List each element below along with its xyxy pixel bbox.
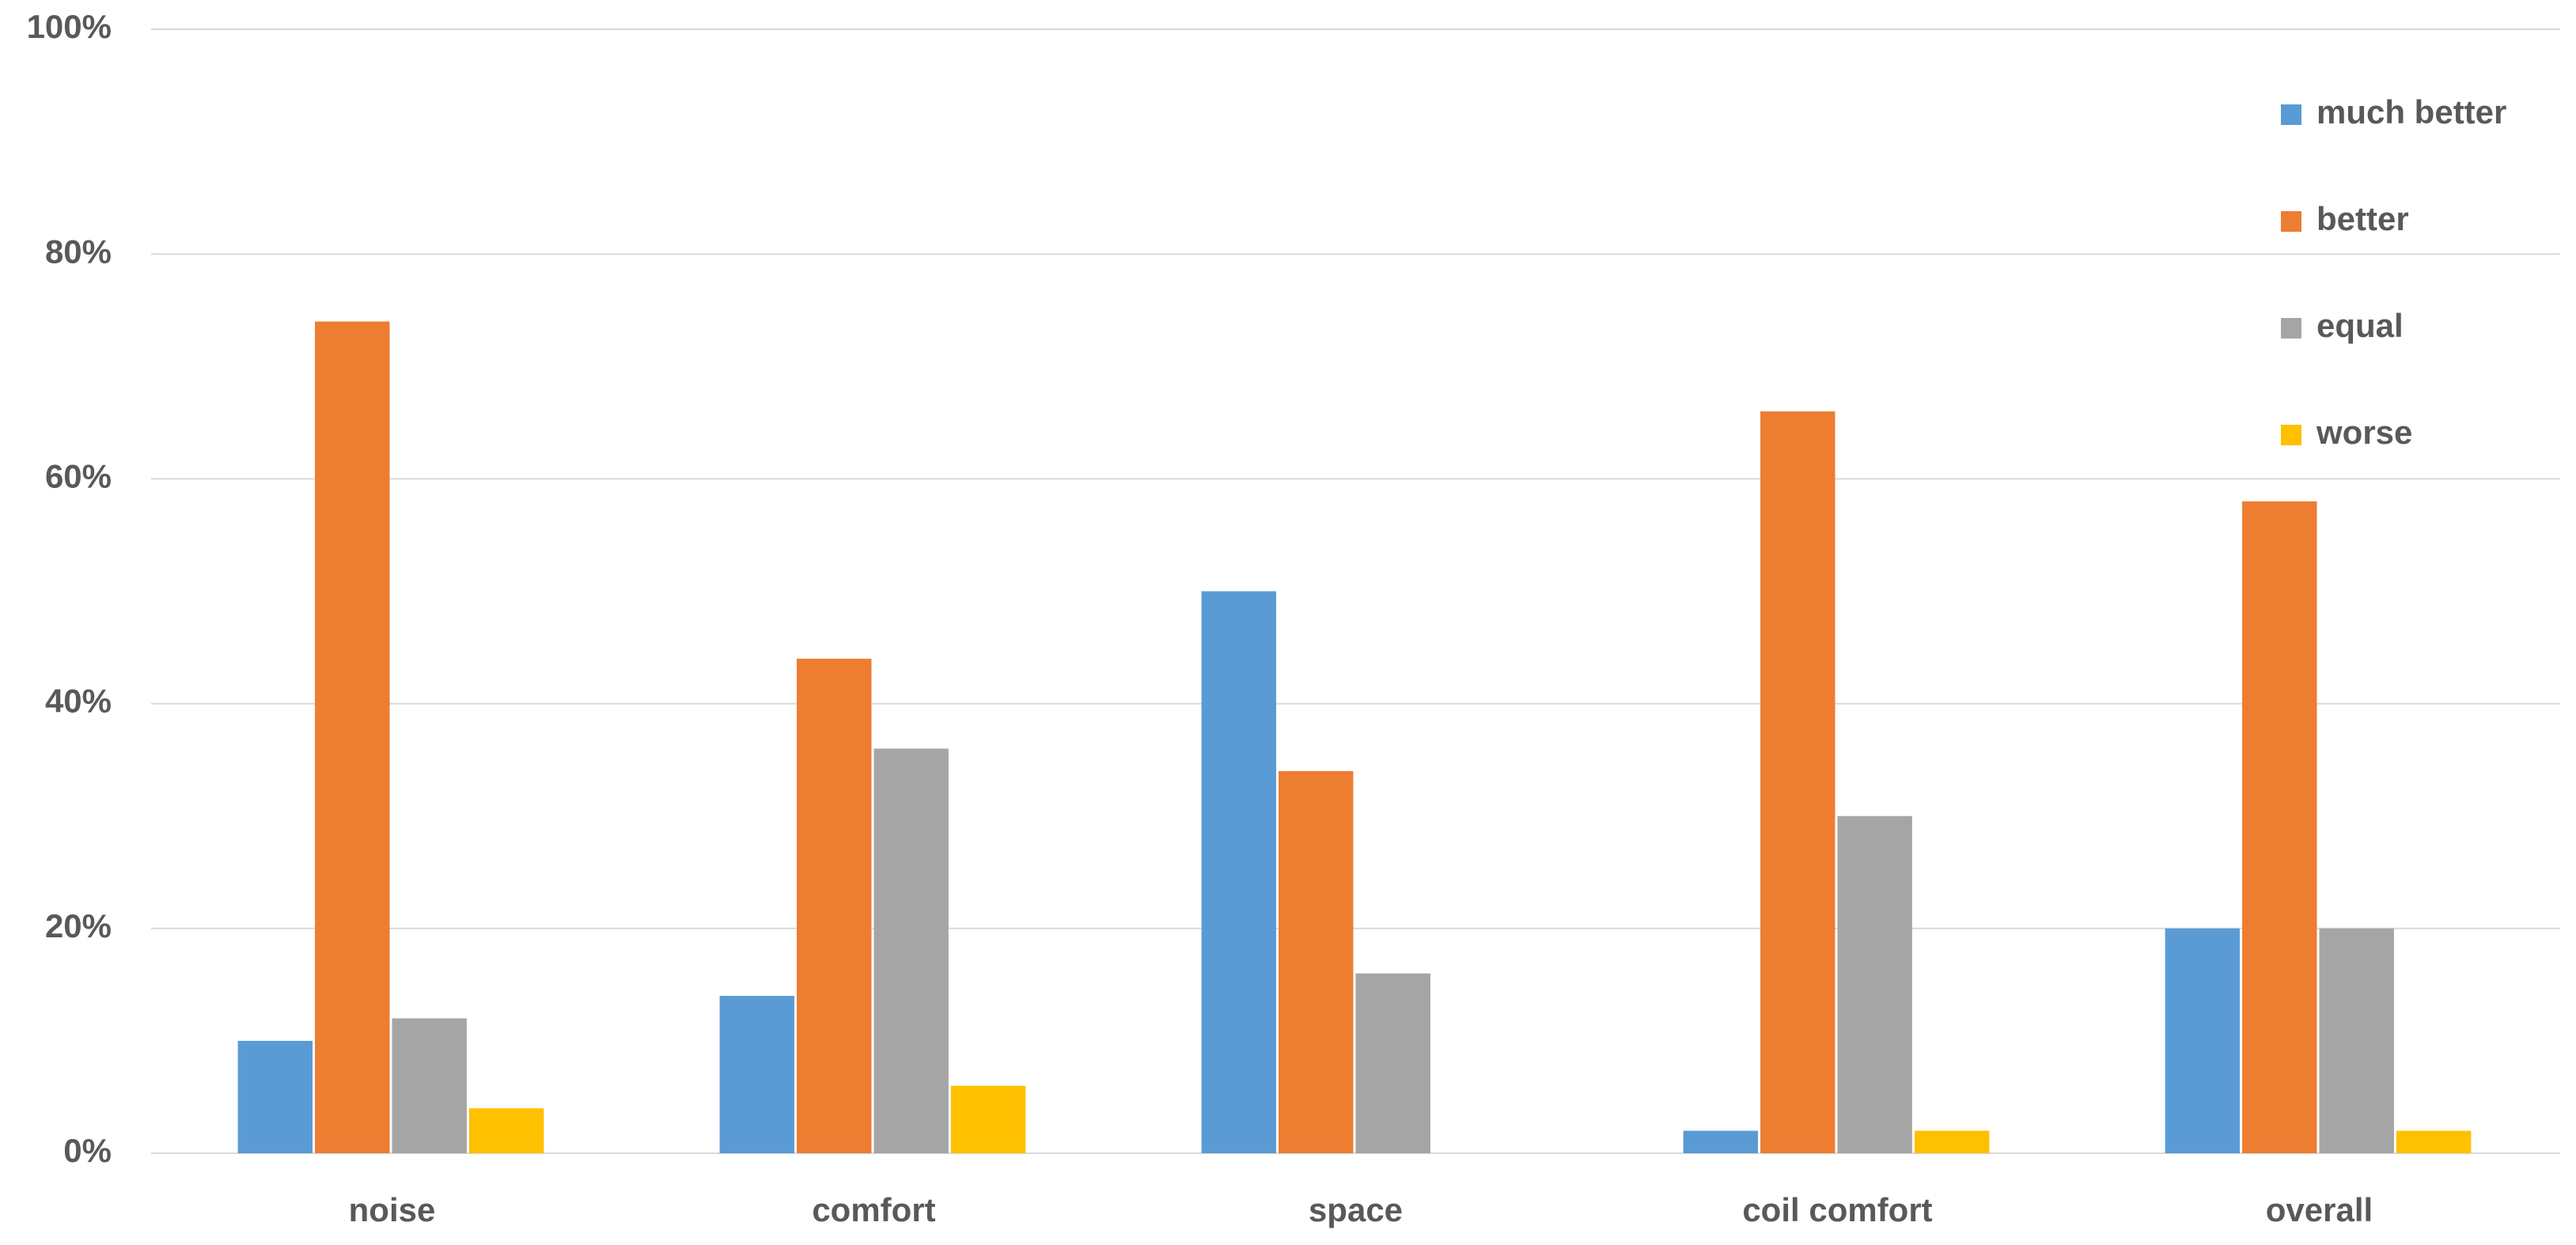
bar (873, 748, 949, 1153)
legend-label: better (2317, 200, 2409, 237)
x-tick-label: space (1309, 1191, 1403, 1228)
bar (1760, 411, 1835, 1153)
bar (1201, 591, 1277, 1153)
x-tick-label: noise (349, 1191, 436, 1228)
legend-swatch (2281, 104, 2301, 125)
y-tick-label: 100% (27, 8, 112, 45)
legend-label: much better (2317, 93, 2506, 131)
y-tick-label: 20% (45, 907, 112, 944)
y-tick-label: 60% (45, 457, 112, 494)
bar (2165, 928, 2241, 1153)
bar (797, 658, 872, 1153)
legend-label: worse (2316, 414, 2412, 451)
legend-swatch (2281, 425, 2301, 445)
legend-swatch (2281, 318, 2301, 339)
legend-swatch (2281, 211, 2301, 232)
bar (1355, 973, 1430, 1153)
legend-label: equal (2317, 307, 2404, 344)
bar (1837, 815, 1912, 1153)
x-tick-label: overall (2266, 1191, 2373, 1228)
bar (719, 996, 795, 1153)
y-tick-label: 0% (63, 1132, 112, 1169)
bar (1683, 1130, 1759, 1153)
bar (468, 1108, 544, 1153)
bar (2242, 501, 2317, 1153)
bar (2319, 928, 2394, 1153)
bar (2396, 1130, 2472, 1153)
bar (392, 1018, 467, 1153)
bar (1279, 770, 1354, 1153)
y-tick-label: 80% (45, 233, 112, 270)
bar (315, 321, 390, 1154)
x-tick-label: coil comfort (1742, 1191, 1932, 1228)
bar (950, 1085, 1026, 1153)
bar (237, 1040, 313, 1153)
y-tick-label: 40% (45, 683, 112, 720)
x-tick-label: comfort (812, 1191, 935, 1228)
bar (1914, 1130, 1990, 1153)
